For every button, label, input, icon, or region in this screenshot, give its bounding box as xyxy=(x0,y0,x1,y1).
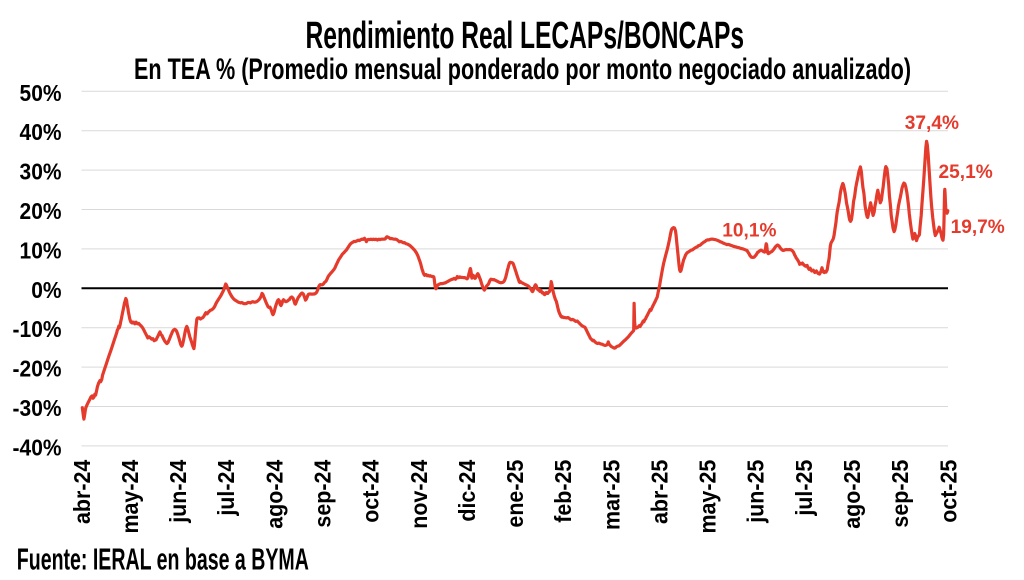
svg-text:10%: 10% xyxy=(20,237,62,263)
svg-text:jul-24: jul-24 xyxy=(213,459,239,516)
svg-text:20%: 20% xyxy=(20,198,62,224)
svg-text:oct-24: oct-24 xyxy=(358,459,384,523)
svg-text:30%: 30% xyxy=(20,159,62,185)
svg-text:jun-25: jun-25 xyxy=(743,460,769,524)
svg-text:-20%: -20% xyxy=(13,356,62,382)
svg-text:19,7%: 19,7% xyxy=(951,216,1005,238)
svg-text:0%: 0% xyxy=(31,277,62,303)
svg-text:may-24: may-24 xyxy=(117,459,143,533)
svg-text:ene-25: ene-25 xyxy=(502,460,528,528)
svg-text:sep-25: sep-25 xyxy=(887,460,913,528)
svg-text:feb-25: feb-25 xyxy=(550,460,576,523)
svg-text:ago-25: ago-25 xyxy=(839,460,865,529)
svg-text:may-25: may-25 xyxy=(695,460,721,534)
svg-text:nov-24: nov-24 xyxy=(406,459,432,529)
svg-text:En TEA % (Promedio mensual pon: En TEA % (Promedio mensual ponderado por… xyxy=(134,54,911,86)
svg-text:37,4%: 37,4% xyxy=(905,112,959,134)
svg-text:25,1%: 25,1% xyxy=(939,161,993,183)
svg-text:-40%: -40% xyxy=(13,434,62,460)
svg-text:abr-24: abr-24 xyxy=(69,459,95,524)
svg-text:mar-25: mar-25 xyxy=(598,460,624,530)
svg-text:ago-24: ago-24 xyxy=(262,459,288,529)
svg-text:oct-25: oct-25 xyxy=(935,460,961,523)
svg-text:jun-24: jun-24 xyxy=(165,459,191,524)
svg-text:dic-24: dic-24 xyxy=(454,459,480,521)
svg-text:10,1%: 10,1% xyxy=(722,219,776,241)
svg-text:50%: 50% xyxy=(20,80,62,106)
svg-text:sep-24: sep-24 xyxy=(310,459,336,527)
svg-text:-10%: -10% xyxy=(13,316,62,342)
svg-text:-30%: -30% xyxy=(13,395,62,421)
svg-text:Fuente: IERAL en base a BYMA: Fuente: IERAL en base a BYMA xyxy=(17,544,309,577)
svg-text:abr-25: abr-25 xyxy=(647,460,673,524)
svg-text:40%: 40% xyxy=(20,119,62,145)
svg-text:jul-25: jul-25 xyxy=(791,460,817,517)
svg-text:Rendimiento Real LECAPs/BONCAP: Rendimiento Real LECAPs/BONCAPs xyxy=(306,13,745,56)
